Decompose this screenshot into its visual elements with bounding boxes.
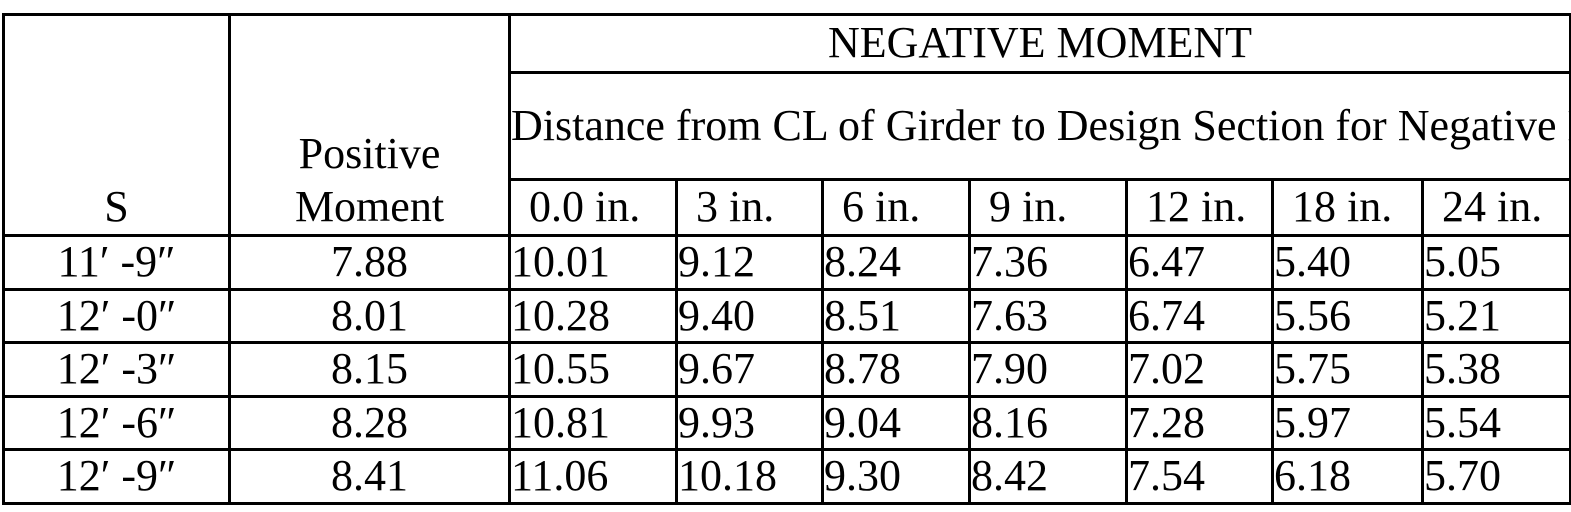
negative-moment-value: 9.12 [675, 234, 824, 291]
negative-moment-value: 10.81 [508, 394, 678, 452]
negative-moment-value: 7.54 [1125, 448, 1274, 505]
positive-moment-value: 8.41 [228, 448, 511, 505]
negative-moment-value: 9.67 [675, 341, 824, 398]
positive-moment-value: 8.01 [228, 287, 511, 345]
negative-moment-value: 5.38 [1420, 341, 1571, 398]
negative-moment-value: 10.55 [508, 341, 678, 398]
negative-moment-value: 7.63 [968, 287, 1128, 345]
table-row: 12′ -9″ 8.41 11.06 10.18 9.30 8.42 7.54 … [2, 448, 1571, 505]
negative-moment-value: 5.70 [1420, 448, 1571, 505]
negative-moment-value: 10.18 [675, 448, 824, 505]
negative-moment-value: 5.75 [1271, 341, 1424, 398]
negative-moment-value: 9.40 [675, 287, 824, 345]
negative-moment-value: 9.04 [821, 394, 971, 452]
table-row: 11′ -9″ 7.88 10.01 9.12 8.24 7.36 6.47 5… [2, 234, 1571, 291]
positive-moment-value: 8.15 [228, 341, 511, 398]
s-value: 11′ -9″ [2, 234, 231, 291]
s-value: 12′ -6″ [2, 394, 231, 452]
column-header-24-in: 24 in. [1420, 178, 1571, 237]
s-value: 12′ -3″ [2, 341, 231, 398]
negative-moment-value: 5.54 [1420, 394, 1571, 452]
negative-moment-value: 7.02 [1125, 341, 1274, 398]
s-value: 12′ -9″ [2, 448, 231, 505]
s-value: 12′ -0″ [2, 287, 231, 345]
negative-moment-header: NEGATIVE MOMENT [507, 13, 1571, 74]
negative-moment-value: 5.56 [1271, 287, 1424, 345]
column-header-positive-moment: Positive Moment [228, 13, 511, 237]
negative-moment-value: 9.30 [821, 448, 971, 505]
distance-subheader: Distance from CL of Girder to Design Sec… [507, 71, 1571, 181]
negative-moment-value: 8.16 [968, 394, 1128, 452]
negative-moment-value: 7.90 [968, 341, 1128, 398]
column-header-s: S [2, 13, 231, 237]
negative-moment-value: 9.93 [675, 394, 824, 452]
column-header-6-in: 6 in. [821, 178, 971, 237]
negative-moment-value: 6.18 [1271, 448, 1424, 505]
negative-moment-value: 7.28 [1125, 394, 1274, 452]
negative-moment-value: 11.06 [508, 448, 678, 505]
table-row: 12′ -0″ 8.01 10.28 9.40 8.51 7.63 6.74 5… [2, 287, 1571, 345]
table-row: 12′ -6″ 8.28 10.81 9.93 9.04 8.16 7.28 5… [2, 394, 1571, 452]
negative-moment-value: 6.47 [1125, 234, 1274, 291]
negative-moment-value: 5.40 [1271, 234, 1424, 291]
negative-moment-value: 8.78 [821, 341, 971, 398]
column-header-9-in: 9 in. [968, 178, 1128, 237]
column-header-0-in: 0.0 in. [508, 178, 678, 237]
negative-moment-value: 10.01 [508, 234, 678, 291]
negative-moment-value: 8.24 [821, 234, 971, 291]
column-header-18-in: 18 in. [1271, 178, 1424, 237]
negative-moment-value: 5.97 [1271, 394, 1424, 452]
table-row: 12′ -3″ 8.15 10.55 9.67 8.78 7.90 7.02 5… [2, 341, 1571, 398]
moment-table: S Positive Moment NEGATIVE MOMENT Distan… [2, 13, 1571, 505]
column-header-3-in: 3 in. [675, 178, 824, 237]
negative-moment-value: 8.42 [968, 448, 1128, 505]
positive-moment-value: 8.28 [228, 394, 511, 452]
negative-moment-value: 10.28 [508, 287, 678, 345]
negative-moment-value: 8.51 [821, 287, 971, 345]
negative-moment-value: 6.74 [1125, 287, 1274, 345]
negative-moment-value: 5.21 [1420, 287, 1571, 345]
negative-moment-value: 5.05 [1420, 234, 1571, 291]
negative-moment-value: 7.36 [968, 234, 1128, 291]
column-header-12-in: 12 in. [1125, 178, 1274, 237]
positive-moment-value: 7.88 [228, 234, 511, 291]
